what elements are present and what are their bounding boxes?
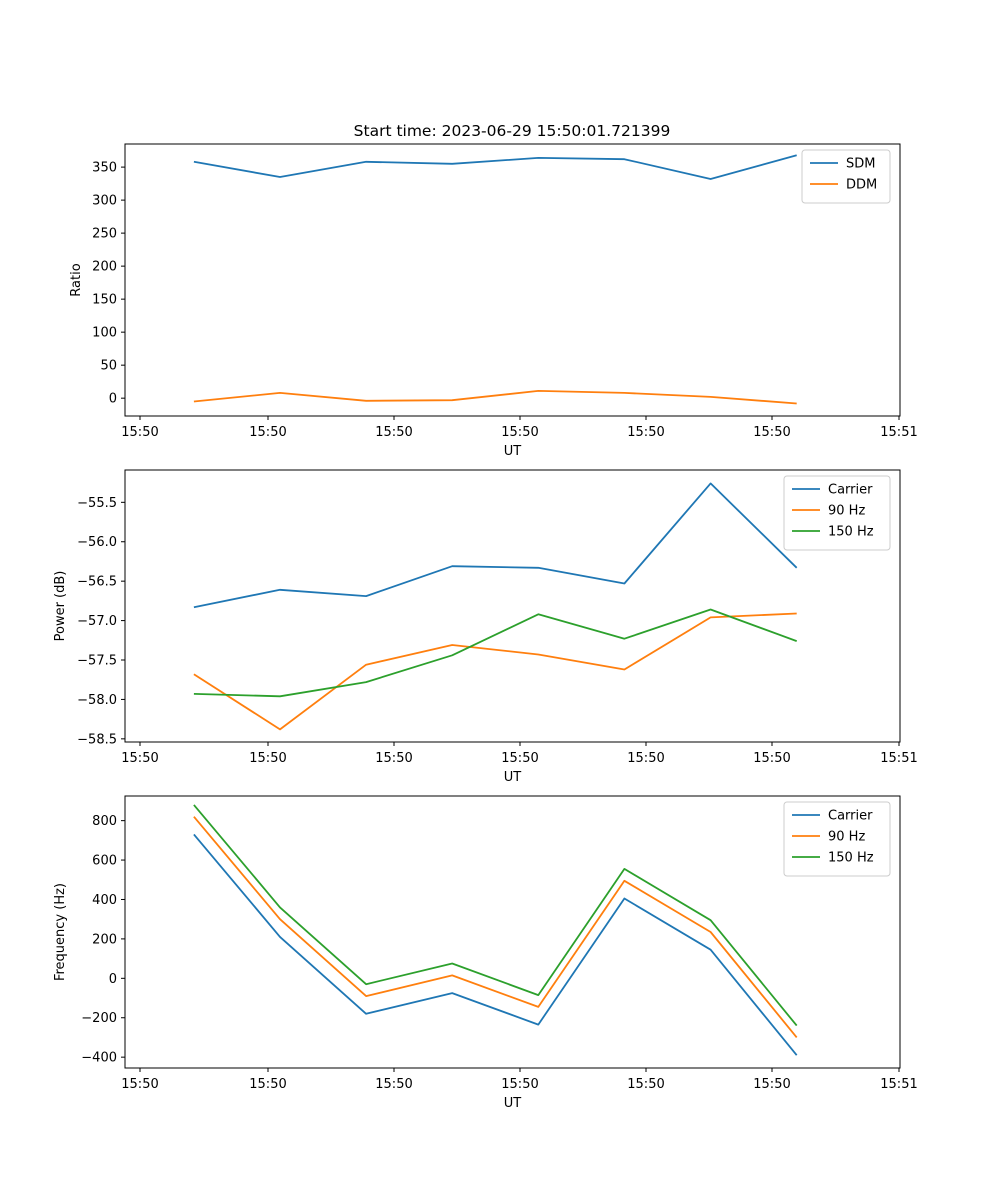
y-tick-label: 800 [92,814,117,829]
x-tick-label: 15:50 [375,1077,412,1092]
x-tick-label: 15:51 [880,1077,917,1092]
y-tick-label: 350 [92,161,117,176]
y-axis-label: Power (dB) [53,571,68,642]
x-tick-label: 15:50 [375,751,412,766]
x-tick-label: 15:50 [501,751,538,766]
y-tick-label: 50 [100,359,117,374]
y-tick-label: −55.5 [77,496,117,511]
plot-frame [124,143,901,417]
series-line-90-hz [193,612,797,731]
x-tick-label: 15:50 [249,425,286,440]
power-chart: 15:50 15:50 15:50 15:50 15:50 15:50 15:51 −58.5… [53,469,918,785]
y-tick-label: 600 [92,854,117,869]
x-tick-label: 15:50 [501,425,538,440]
x-tick-label: 15:50 [249,1077,286,1092]
frequency-chart: 15:50 15:50 15:50 15:50 15:50 15:50 15:51 −400 −… [53,795,918,1111]
legend-label: Carrier [828,483,873,498]
x-tick-label: 15:50 [375,425,412,440]
x-axis-label: UT [504,1096,522,1111]
series-line-carrier [193,833,798,1056]
series-line-150-hz [193,804,798,1027]
y-tick-label: 250 [92,227,117,242]
ratio-chart: 15:50 15:50 15:50 15:50 15:50 15:50 15:51 0 50 10… [69,143,918,459]
x-tick-label: 15:50 [753,1077,790,1092]
legend-label: 90 Hz [828,830,865,845]
x-tick-label: 15:50 [753,425,790,440]
x-tick-label: 15:50 [627,425,664,440]
x-tick-label: 15:51 [880,751,917,766]
y-axis-label: Ratio [69,263,84,296]
y-tick-label: 0 [109,972,117,987]
legend-label: 90 Hz [828,504,865,519]
y-tick-label: 150 [92,293,117,308]
y-tick-label: 400 [92,893,117,908]
y-tick-label: −58.5 [77,732,117,747]
x-tick-label: 15:50 [753,751,790,766]
x-tick-label: 15:51 [880,425,917,440]
series-line-sdm [193,154,797,180]
y-tick-label: 200 [92,260,117,275]
legend-label: Carrier [828,809,873,824]
plot-frame [124,469,901,743]
y-axis-label: Frequency (Hz) [53,883,68,981]
y-tick-label: 300 [92,194,117,209]
y-tick-label: 0 [109,392,117,407]
y-tick-label: −400 [81,1051,117,1066]
x-tick-label: 15:50 [249,751,286,766]
legend-label: 150 Hz [828,525,874,540]
x-tick-label: 15:50 [627,751,664,766]
figure-title: Start time: 2023-06-29 15:50:01.721399 [354,122,671,140]
x-axis-label: UT [504,444,522,459]
x-tick-label: 15:50 [501,1077,538,1092]
x-tick-label: 15:50 [121,751,158,766]
y-tick-label: −58.0 [77,693,117,708]
series-line-150-hz [193,608,798,698]
legend-label: DDM [846,178,877,193]
y-tick-label: 200 [92,932,117,947]
series-line-ddm [193,389,797,405]
legend-label: 150 Hz [828,851,874,866]
x-axis-label: UT [504,770,522,785]
y-tick-label: −56.5 [77,575,117,590]
y-tick-label: −200 [81,1011,117,1026]
x-tick-label: 15:50 [121,425,158,440]
x-tick-label: 15:50 [627,1077,664,1092]
series-line-carrier [193,482,798,609]
series-line-90-hz [193,816,798,1038]
y-tick-label: −57.0 [77,614,117,629]
y-tick-label: −56.0 [77,535,117,550]
plot-frame [124,795,901,1069]
y-tick-label: 100 [92,326,117,341]
x-tick-label: 15:50 [121,1077,158,1092]
y-tick-label: −57.5 [77,654,117,669]
legend-label: SDM [846,157,875,172]
